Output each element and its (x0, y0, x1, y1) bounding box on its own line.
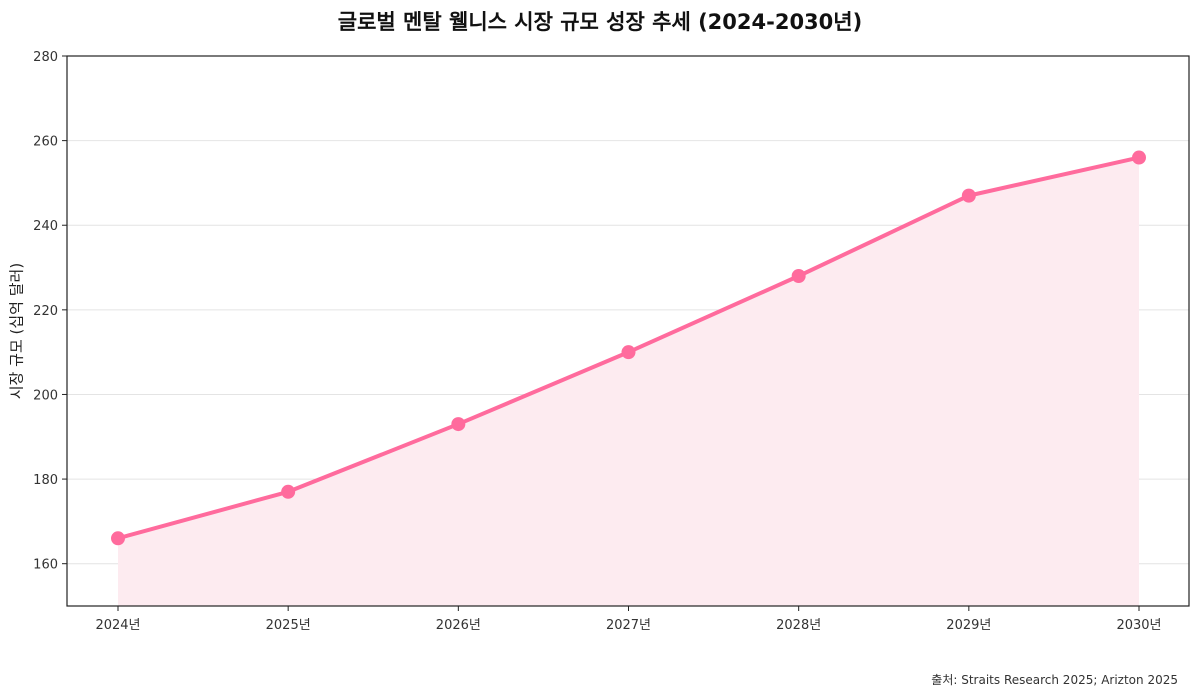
y-tick-label: 220 (33, 304, 58, 319)
x-tick-label: 2028년 (776, 618, 821, 633)
data-point (1132, 150, 1146, 165)
x-tick-label: 2027년 (606, 618, 651, 633)
y-tick-label: 200 (33, 388, 58, 403)
plot-frame (66, 55, 1190, 607)
source-note: 출처: Straits Research 2025; Arizton 2025 (931, 673, 1178, 687)
x-tick-label: 2025년 (266, 618, 311, 633)
data-point (621, 345, 636, 360)
data-point (791, 269, 806, 283)
chart-title: 글로벌 멘탈 웰니스 시장 규모 성장 추세 (2024-2030년) (337, 10, 863, 34)
y-tick-label: 260 (33, 135, 58, 150)
x-tick-label: 2026년 (436, 618, 481, 633)
y-tick-label: 240 (33, 219, 58, 234)
x-tick-label: 2030년 (1116, 618, 1161, 633)
y-tick-label: 180 (33, 473, 58, 488)
data-point (111, 531, 125, 546)
data-point (961, 188, 976, 203)
data-point (451, 417, 466, 432)
x-tick-label: 2029년 (946, 618, 991, 633)
x-tick-label: 2024년 (95, 618, 140, 633)
y-tick-label: 280 (33, 50, 58, 65)
area-fill (118, 157, 1139, 607)
y-axis-label: 시장 규모 (십억 달러) (7, 262, 26, 400)
y-tick-label: 160 (33, 558, 58, 573)
data-point (281, 484, 296, 499)
